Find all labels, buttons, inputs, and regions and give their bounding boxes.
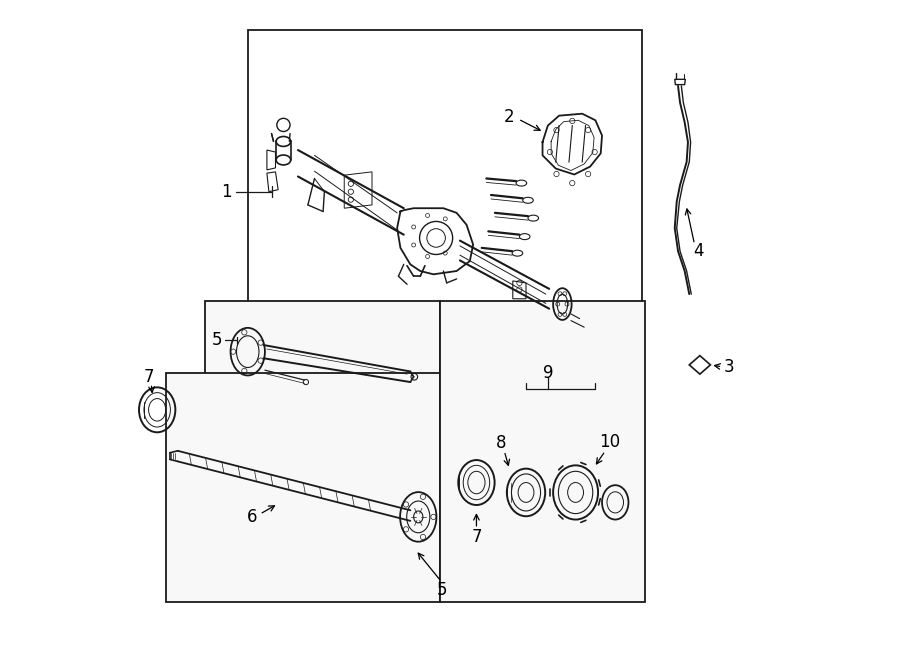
Polygon shape [205, 301, 440, 453]
Text: 1: 1 [221, 182, 232, 201]
Text: 2: 2 [504, 108, 515, 126]
Text: 3: 3 [724, 358, 734, 376]
Text: 5: 5 [212, 331, 222, 350]
Text: 7: 7 [143, 368, 154, 386]
Text: 7: 7 [472, 527, 482, 546]
Text: 4: 4 [693, 242, 704, 260]
Text: 5: 5 [436, 580, 447, 599]
Text: 10: 10 [599, 432, 620, 451]
Text: 9: 9 [543, 364, 553, 383]
Polygon shape [166, 373, 440, 602]
Text: 6: 6 [247, 508, 257, 526]
Text: 8: 8 [496, 434, 506, 452]
Polygon shape [440, 301, 645, 602]
